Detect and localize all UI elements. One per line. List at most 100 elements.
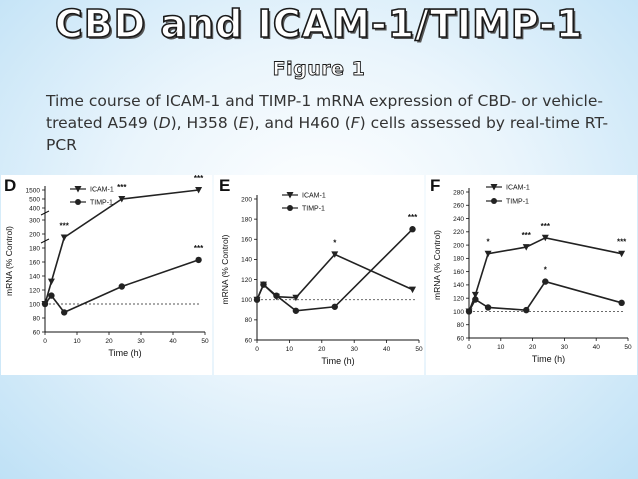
caption-panel-e: E bbox=[238, 114, 249, 132]
legend-marker-icon bbox=[75, 199, 81, 205]
data-point-timp-1 bbox=[48, 292, 55, 299]
significance-marker: *** bbox=[117, 183, 127, 192]
data-point-timp-1 bbox=[195, 256, 202, 264]
x-tick-label: 50 bbox=[201, 338, 209, 345]
y-tick-label: 120 bbox=[29, 287, 40, 294]
data-point-timp-1 bbox=[273, 292, 280, 299]
figure-caption: Time course of ICAM-1 and TIMP-1 mRNA ex… bbox=[46, 90, 616, 156]
y-tick-label: 80 bbox=[457, 322, 465, 329]
y-axis-label: mRNA (% Control) bbox=[432, 230, 442, 300]
y-tick-label: 140 bbox=[453, 282, 464, 289]
data-point-timp-1 bbox=[60, 309, 68, 316]
data-point-icam-1 bbox=[541, 234, 549, 242]
x-tick-label: 0 bbox=[255, 346, 259, 353]
x-tick-label: 30 bbox=[561, 344, 569, 351]
axis-break-mark bbox=[40, 238, 50, 244]
y-tick-label: 140 bbox=[241, 257, 252, 264]
x-axis-label: Time (h) bbox=[108, 348, 141, 358]
data-point-icam-1 bbox=[618, 250, 626, 258]
x-tick-label: 10 bbox=[73, 338, 81, 345]
legend-label: ICAM-1 bbox=[302, 193, 326, 200]
significance-marker: *** bbox=[522, 231, 532, 240]
y-axis-label: mRNA (% Control) bbox=[220, 234, 230, 304]
panel-letter: E bbox=[219, 176, 230, 195]
significance-marker: * bbox=[544, 266, 548, 275]
y-tick-label: 60 bbox=[245, 337, 253, 344]
caption-text-4: ) cells assessed by real-time RT-PCR bbox=[46, 114, 609, 154]
slide-title: CBD and ICAM-1/TIMP-1 bbox=[54, 1, 584, 47]
y-tick-label: 240 bbox=[453, 216, 464, 223]
x-tick-label: 40 bbox=[593, 344, 601, 351]
y-tick-label: 100 bbox=[453, 309, 464, 316]
x-tick-label: 10 bbox=[497, 344, 505, 351]
y-tick-label: 1500 bbox=[26, 187, 41, 194]
caption-text-2: ), H358 ( bbox=[170, 114, 239, 132]
legend-marker-icon bbox=[490, 184, 498, 191]
y-tick-label: 160 bbox=[453, 269, 464, 276]
data-point-icam-1 bbox=[471, 291, 479, 299]
significance-marker: *** bbox=[194, 175, 204, 183]
data-point-icam-1 bbox=[522, 244, 530, 251]
data-point-timp-1 bbox=[523, 306, 530, 314]
y-tick-label: 200 bbox=[241, 196, 252, 203]
y-tick-label: 200 bbox=[453, 242, 464, 249]
y-tick-label: 180 bbox=[29, 245, 40, 252]
y-tick-label: 100 bbox=[29, 301, 40, 308]
data-point-timp-1 bbox=[331, 303, 338, 310]
x-tick-label: 50 bbox=[415, 346, 423, 353]
significance-marker: *** bbox=[541, 222, 551, 231]
significance-marker: *** bbox=[194, 244, 204, 253]
data-point-timp-1 bbox=[484, 304, 492, 311]
legend-label: ICAM-1 bbox=[506, 185, 530, 192]
axis-break-mark bbox=[40, 210, 50, 216]
x-tick-label: 20 bbox=[105, 338, 113, 345]
legend-marker-icon bbox=[74, 186, 82, 193]
data-point-icam-1 bbox=[195, 187, 203, 194]
y-tick-label: 180 bbox=[453, 256, 464, 263]
data-point-timp-1 bbox=[41, 300, 49, 308]
y-tick-label: 120 bbox=[453, 295, 464, 302]
y-tick-label: 260 bbox=[453, 203, 464, 210]
x-tick-label: 20 bbox=[529, 344, 537, 351]
chart-panel-f: F 60 80 100 120 140 160 180 200 220 240 260 280 0 10 20… bbox=[426, 175, 637, 375]
y-tick-label: 100 bbox=[241, 297, 252, 304]
data-point-icam-1 bbox=[118, 196, 126, 203]
data-point-timp-1 bbox=[292, 307, 300, 314]
caption-panel-d: D bbox=[158, 114, 171, 132]
y-tick-label: 400 bbox=[29, 205, 40, 212]
x-axis-label: Time (h) bbox=[532, 354, 565, 364]
y-tick-label: 80 bbox=[33, 315, 41, 322]
significance-marker: *** bbox=[60, 222, 70, 231]
x-tick-label: 20 bbox=[318, 346, 326, 353]
data-point-timp-1 bbox=[465, 308, 473, 315]
y-tick-label: 220 bbox=[453, 229, 464, 236]
caption-text-1: Time course of ICAM-1 and TIMP-1 mRNA ex… bbox=[46, 92, 603, 132]
panel-background bbox=[426, 175, 637, 375]
y-tick-label: 200 bbox=[29, 231, 40, 238]
y-tick-label: 60 bbox=[457, 335, 465, 342]
legend-marker-icon bbox=[491, 198, 497, 204]
y-tick-label: 160 bbox=[29, 259, 40, 266]
x-tick-label: 40 bbox=[383, 346, 391, 353]
panel-letter: F bbox=[430, 176, 440, 195]
x-tick-label: 0 bbox=[43, 338, 47, 345]
y-axis-label: mRNA (% Control) bbox=[4, 226, 14, 296]
significance-marker: *** bbox=[408, 213, 418, 222]
data-point-icam-1 bbox=[292, 294, 300, 302]
data-point-icam-1 bbox=[60, 234, 68, 241]
panel-letter: D bbox=[4, 176, 16, 195]
y-tick-label: 280 bbox=[453, 189, 464, 196]
data-point-icam-1 bbox=[47, 278, 55, 286]
caption-panel-f: F bbox=[350, 114, 360, 132]
y-tick-label: 300 bbox=[29, 217, 40, 224]
x-tick-label: 30 bbox=[351, 346, 359, 353]
data-point-timp-1 bbox=[118, 283, 126, 290]
data-point-timp-1 bbox=[409, 226, 416, 233]
caption-text-3: ), and H460 ( bbox=[248, 114, 351, 132]
panel-background bbox=[214, 175, 424, 375]
figure-label: Figure 1 bbox=[272, 58, 366, 81]
legend-label: TIMP-1 bbox=[90, 200, 113, 207]
legend-marker-icon bbox=[287, 205, 293, 211]
x-tick-label: 0 bbox=[467, 344, 471, 351]
